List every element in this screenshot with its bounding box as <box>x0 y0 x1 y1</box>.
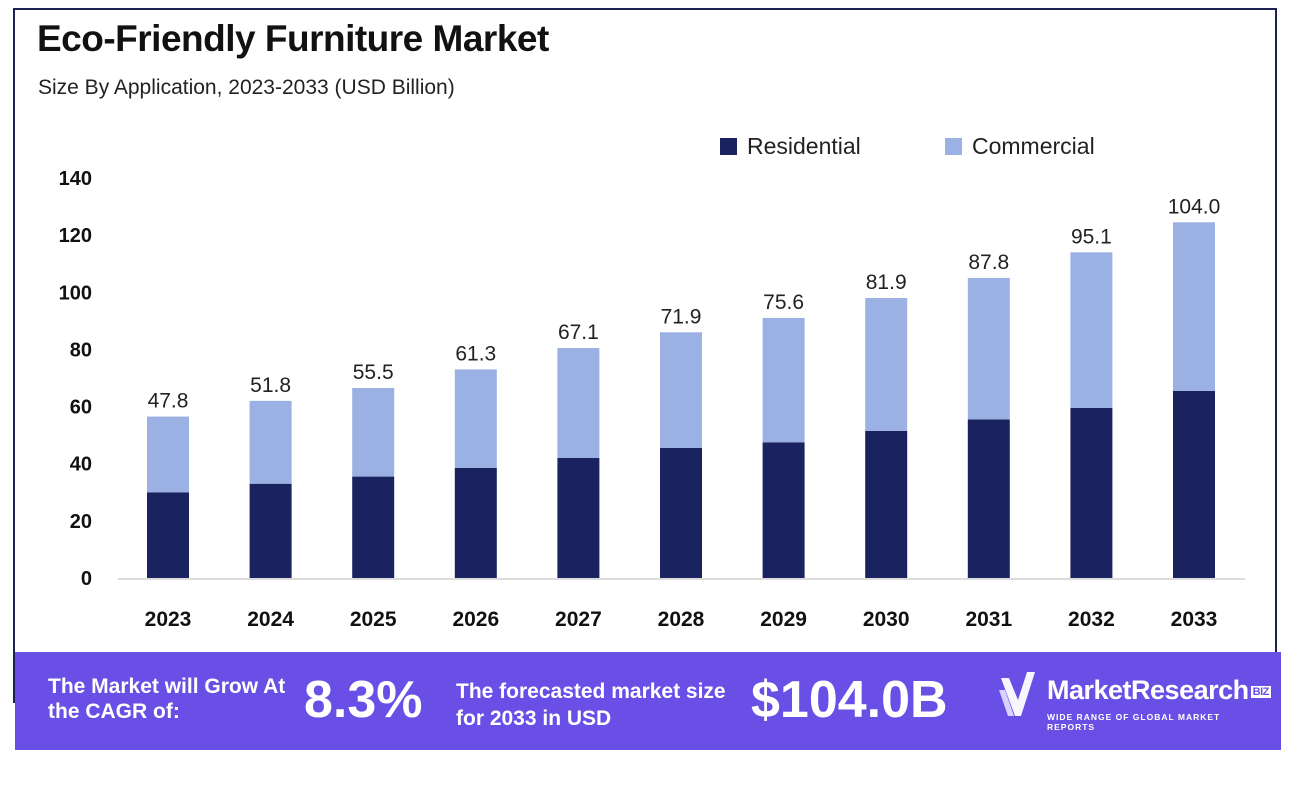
bar-total-label: 95.1 <box>1071 225 1112 248</box>
bar-residential <box>762 442 805 578</box>
x-tick-label: 2027 <box>555 608 602 631</box>
bar-commercial <box>557 348 600 458</box>
forecast-text: The forecasted market size for 2033 in U… <box>456 680 726 730</box>
bar-residential <box>454 468 497 578</box>
legend-label-residential: Residential <box>747 133 861 159</box>
bar-commercial <box>352 388 395 477</box>
x-tick-label: 2030 <box>863 608 910 631</box>
bar-residential <box>660 448 702 578</box>
legend-label-commercial: Commercial <box>972 133 1095 159</box>
bar-total-label: 55.5 <box>353 361 394 384</box>
bar-total-label: 87.8 <box>968 251 1009 274</box>
x-tick-label: 2028 <box>658 608 705 631</box>
brand-tagline: WIDE RANGE OF GLOBAL MARKET REPORTS <box>1047 712 1221 732</box>
bar-residential <box>352 476 395 578</box>
legend-residential: Residential <box>720 133 861 160</box>
bar-commercial <box>762 318 805 443</box>
legend-swatch-commercial <box>945 138 962 155</box>
bar-total-label: 81.9 <box>866 271 907 294</box>
bar-total-label: 51.8 <box>250 374 291 397</box>
bar-commercial <box>865 298 908 431</box>
y-tick-label: 140 <box>59 168 92 190</box>
bar-residential <box>147 492 189 578</box>
cagr-text: The Market will Grow At the CAGR of: <box>48 675 286 723</box>
x-tick-label: 2032 <box>1068 608 1115 631</box>
legend-swatch-residential <box>720 138 737 155</box>
y-tick-label: 0 <box>81 568 92 590</box>
chart-title: Eco-Friendly Furniture Market <box>37 18 549 59</box>
bar-residential <box>249 483 292 578</box>
bar-commercial <box>660 332 702 448</box>
chart-subtitle: Size By Application, 2023-2033 (USD Bill… <box>38 76 455 99</box>
legend-commercial: Commercial <box>945 133 1095 160</box>
bar-total-label: 75.6 <box>763 291 804 314</box>
bar-commercial <box>454 369 497 468</box>
bar-total-label: 61.3 <box>455 342 496 365</box>
bar-commercial <box>967 278 1010 420</box>
brand-logo[interactable]: MarketResearch BIZ WIDE RANGE OF GLOBAL M… <box>997 670 1271 732</box>
y-tick-label: 20 <box>70 511 92 533</box>
bar-residential <box>1070 408 1113 578</box>
bar-commercial <box>1070 252 1113 408</box>
brand-name: MarketResearch BIZ <box>1047 675 1271 706</box>
y-tick-label: 100 <box>59 282 92 304</box>
brand-text: MarketResearch <box>1047 675 1249 705</box>
bar-residential <box>1173 390 1215 578</box>
forecast-value: $104.0B <box>751 671 948 729</box>
x-tick-label: 2025 <box>350 608 397 631</box>
bar-total-label: 67.1 <box>558 321 599 344</box>
y-tick-label: 80 <box>70 339 92 361</box>
bar-commercial <box>249 400 292 484</box>
bar-commercial <box>1173 222 1215 391</box>
bar-total-label: 104.0 <box>1168 195 1221 218</box>
x-tick-label: 2031 <box>965 608 1012 631</box>
x-tick-label: 2026 <box>452 608 499 631</box>
cagr-value: 8.3% <box>304 671 423 729</box>
x-tick-label: 2024 <box>247 608 294 631</box>
x-tick-label: 2033 <box>1171 608 1218 631</box>
brand-badge: BIZ <box>1250 685 1271 698</box>
market-research-logo-icon <box>999 672 1035 716</box>
bar-residential <box>557 458 600 578</box>
bar-total-label: 47.8 <box>148 390 189 413</box>
bar-residential <box>865 430 908 578</box>
bar-commercial <box>147 416 189 493</box>
x-tick-label: 2029 <box>760 608 807 631</box>
bar-residential <box>967 419 1010 578</box>
summary-banner: The Market will Grow At the CAGR of: 8.3… <box>15 652 1281 750</box>
y-tick-label: 60 <box>70 397 92 419</box>
bar-total-label: 71.9 <box>661 305 702 328</box>
y-tick-label: 120 <box>59 225 92 247</box>
bar-chart: 0 20 40 60 80 100 120 140 47.8 2023 51.8 2024 55.5 20… <box>59 168 1245 631</box>
x-tick-label: 2023 <box>145 608 192 631</box>
y-tick-label: 40 <box>70 454 92 476</box>
